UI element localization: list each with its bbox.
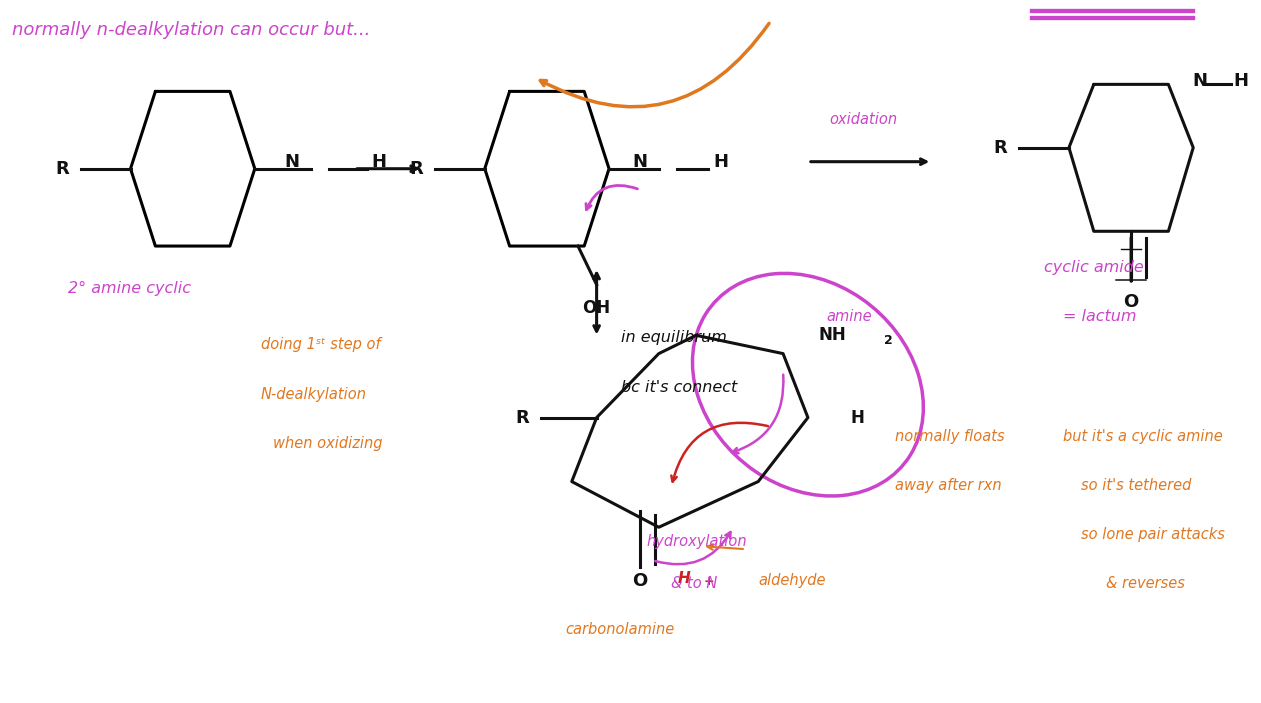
Text: H: H [677,571,690,586]
Text: R: R [55,160,69,178]
Text: carbonolamine: carbonolamine [565,622,675,637]
Text: normally n-dealkylation can occur but...: normally n-dealkylation can occur but... [13,21,371,39]
Text: N-dealkylation: N-dealkylation [261,387,367,401]
Text: = lactum: = lactum [1063,309,1136,324]
Text: bc it's connect: bc it's connect [622,380,738,394]
Text: doing 1ˢᵗ step of: doing 1ˢᵗ step of [261,337,381,352]
Text: so lone pair attacks: so lone pair attacks [1082,527,1226,542]
Text: H: H [714,153,729,171]
Text: R: R [410,160,424,178]
Text: & to N: & to N [671,576,718,591]
Text: O: O [633,572,648,591]
Text: R: R [516,408,528,427]
Text: cyclic amide: cyclic amide [1044,260,1144,275]
Text: 2° amine cyclic: 2° amine cyclic [68,281,192,296]
Text: away after rxn: away after rxn [895,478,1001,493]
Text: hydroxylation: hydroxylation [647,534,747,549]
Text: H: H [372,153,387,171]
Text: normally floats: normally floats [895,429,1005,444]
Text: when oxidizing: when oxidizing [274,436,383,451]
Text: R: R [994,138,1008,157]
Text: N: N [633,153,648,171]
Text: NH: NH [818,326,846,344]
Text: N: N [285,153,300,171]
Text: but it's a cyclic amine: but it's a cyclic amine [1063,429,1222,444]
Text: O: O [1124,292,1139,311]
Text: aldehyde: aldehyde [758,573,826,588]
Text: so it's tethered: so it's tethered [1082,478,1192,493]
Text: H: H [851,408,865,427]
Text: OH: OH [583,299,610,317]
Text: amine: amine [826,309,873,324]
Text: & reverses: & reverses [1106,576,1185,591]
Text: in equilibrum: in equilibrum [622,330,728,345]
Text: oxidation: oxidation [830,112,898,127]
Text: N: N [1192,72,1207,90]
Text: 2: 2 [884,335,893,347]
Text: H: H [1233,72,1248,90]
Text: +: + [704,575,714,588]
